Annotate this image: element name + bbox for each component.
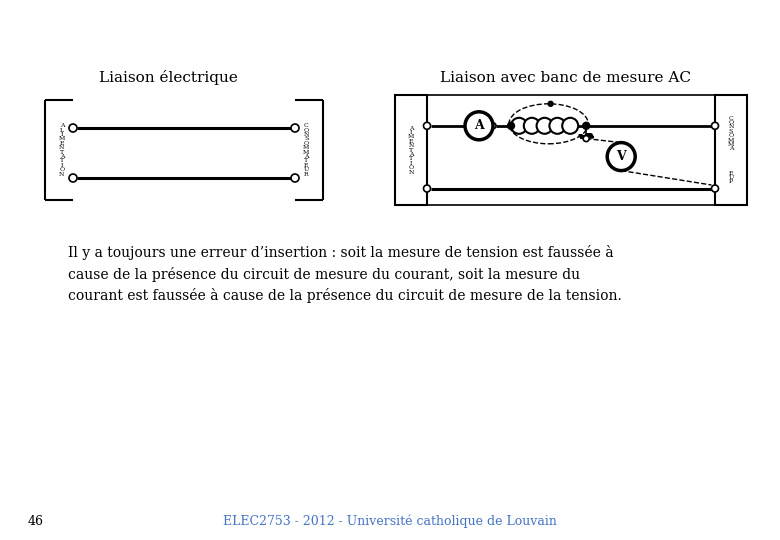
Text: ELEC2753 - 2012 - Université catholique de Louvain: ELEC2753 - 2012 - Université catholique … [223, 515, 557, 528]
Circle shape [524, 118, 540, 134]
Bar [427, 95, 715, 205]
Text: V: V [616, 150, 626, 163]
Circle shape [508, 122, 515, 129]
Circle shape [711, 185, 718, 192]
Circle shape [291, 124, 299, 132]
Bar [715, 95, 747, 205]
Circle shape [607, 143, 635, 171]
Circle shape [711, 122, 718, 129]
Circle shape [424, 122, 431, 129]
Circle shape [583, 122, 590, 129]
Circle shape [69, 174, 77, 182]
Text: C
O
N
S
O
M
M
A
T
E
U
R: C O N S O M M A T E U R [303, 123, 310, 177]
Circle shape [537, 118, 552, 134]
Circle shape [549, 118, 566, 134]
Text: E
U
P: E U P [729, 171, 734, 184]
Circle shape [69, 124, 77, 132]
Circle shape [465, 112, 493, 140]
Circle shape [291, 174, 299, 182]
Circle shape [583, 136, 589, 141]
Text: 46: 46 [28, 515, 44, 528]
Text: Liaison avec banc de mesure AC: Liaison avec banc de mesure AC [439, 71, 690, 85]
Circle shape [548, 102, 553, 106]
Text: Il y a toujours une erreur d’insertion : soit la mesure de tension est faussée à: Il y a toujours une erreur d’insertion :… [68, 245, 622, 303]
Text: C
O
N
S
O
M
M
A: C O N S O M M A [728, 116, 734, 151]
Circle shape [562, 118, 578, 134]
Circle shape [424, 185, 431, 192]
Circle shape [511, 118, 527, 134]
Text: Liaison électrique: Liaison électrique [98, 70, 237, 85]
Text: A: A [474, 119, 484, 132]
Text: A
L
I
M
E
N
T
A
T
I
O
N: A L I M E N T A T I O N [58, 123, 65, 177]
Circle shape [490, 123, 496, 129]
Text: A
I
M
E
N
T
A
T
I
O
N: A I M E N T A T I O N [408, 125, 414, 174]
Bar [395, 95, 427, 205]
